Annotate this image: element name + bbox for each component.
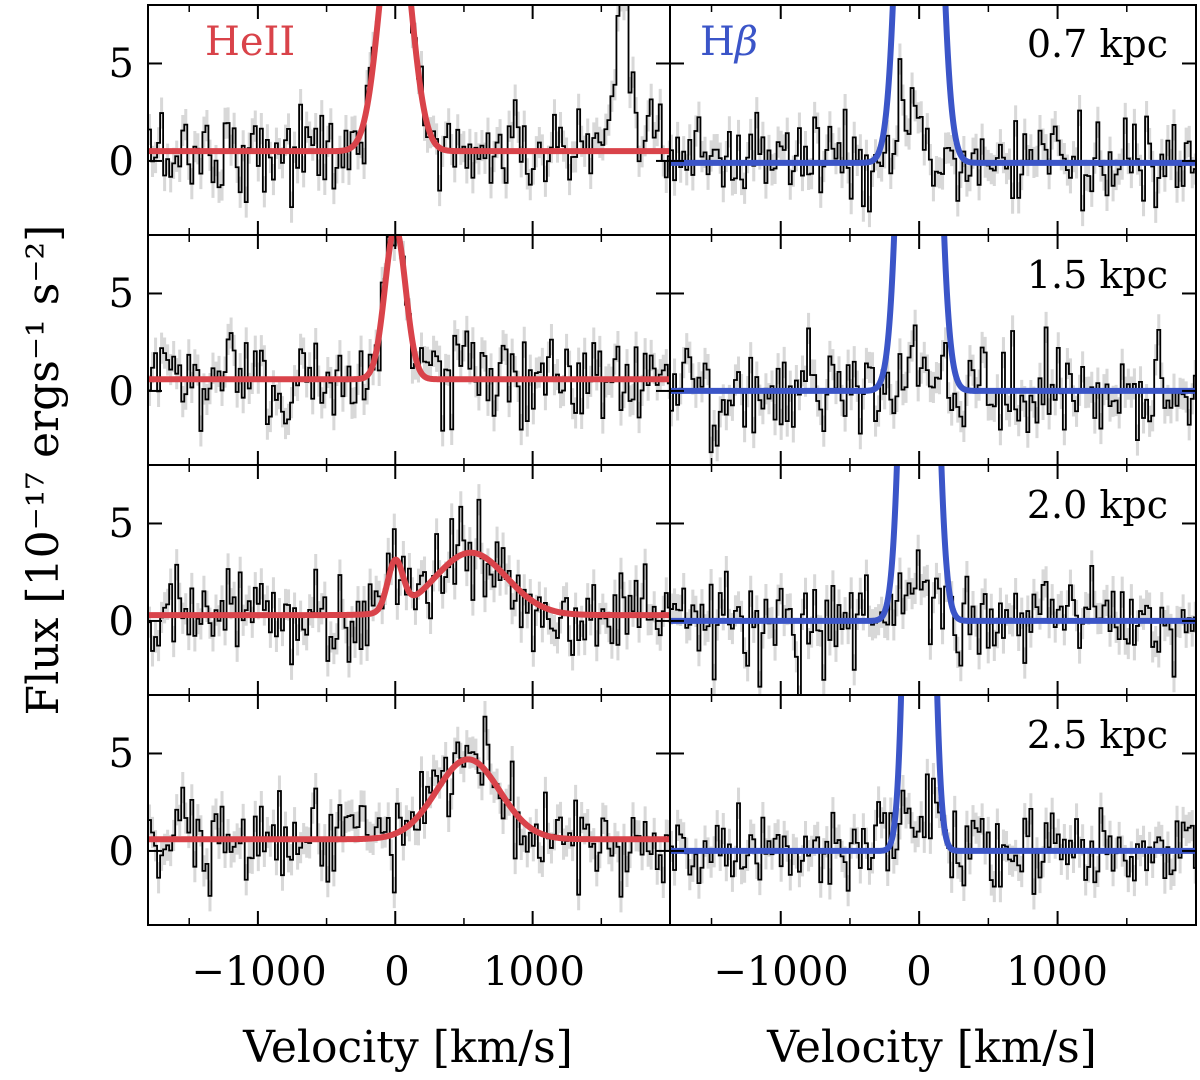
label-hbeta-main: H	[700, 19, 735, 65]
fit-curve-hbeta-row0	[670, 5, 1196, 166]
fit-curve-heii-row1	[148, 235, 670, 383]
panel-heii-row2	[148, 484, 670, 680]
panel-heii-row1	[148, 235, 670, 447]
error-band-hbeta-row3	[670, 758, 1196, 910]
xtick-label-left-m1000: −1000	[191, 949, 326, 995]
panel-frame-heii-row3	[147, 694, 671, 926]
panel-heii-row3	[148, 701, 670, 913]
frames-group	[147, 4, 1197, 926]
x-axis-title-right: Velocity [km/s]	[766, 1022, 1097, 1073]
data-histogram-heii-row0	[148, 5, 670, 209]
ytick-label-r3-5: 5	[109, 731, 134, 777]
ytick-label-r3-0: 0	[109, 829, 134, 875]
label-hbeta: Hβ	[700, 19, 758, 65]
ytick-label-r1-5: 5	[109, 271, 134, 317]
fit-curve-hbeta-row1	[670, 235, 1196, 394]
y-axis-title: Flux [10⁻¹⁷ ergs⁻¹ s⁻²]	[18, 225, 69, 716]
label-hbeta-greek: β	[733, 19, 758, 65]
ytick-label-r2-0: 0	[109, 599, 134, 645]
error-band-hbeta-row0	[670, 43, 1196, 228]
data-histogram-heii-row2	[148, 498, 670, 666]
ytick-label-r1-0: 0	[109, 369, 134, 415]
ticks-group	[148, 5, 1196, 925]
error-band-heii-row2	[148, 484, 670, 680]
labels-group: 5 0 5 0 5 0 5 0 −1000 0 1000 −1000 0 100…	[18, 19, 1168, 1073]
distance-label-row3: 2.5 kpc	[1027, 713, 1168, 757]
distance-label-row2: 2.0 kpc	[1027, 483, 1168, 527]
distance-label-row0: 0.7 kpc	[1027, 22, 1168, 66]
label-heii: HeII	[205, 19, 295, 65]
panel-hbeta-row2	[670, 465, 1196, 695]
xtick-label-right-1000: 1000	[1006, 949, 1108, 995]
data-histogram-heii-row3	[148, 715, 670, 898]
data-histogram-hbeta-row0	[670, 58, 1196, 213]
ytick-label-r0-5: 5	[109, 41, 134, 87]
fit-curve-heii-row2	[148, 549, 670, 619]
xtick-label-left-1000: 1000	[483, 949, 585, 995]
fit-curve-heii-row0	[148, 5, 670, 155]
fit-curve-hbeta-row2	[670, 465, 1196, 624]
xtick-label-right-m1000: −1000	[713, 949, 848, 995]
xtick-label-left-0: 0	[384, 949, 409, 995]
x-axis-title-left: Velocity [km/s]	[242, 1022, 573, 1073]
data-histogram-hbeta-row3	[670, 773, 1196, 895]
distance-label-row1: 1.5 kpc	[1027, 253, 1168, 297]
panel-hbeta-row1	[670, 235, 1196, 465]
panel-frame-hbeta-row3	[669, 694, 1197, 926]
panel-hbeta-row0	[670, 5, 1196, 228]
data-histogram-hbeta-row2	[670, 549, 1196, 695]
panels-group	[148, 5, 1196, 913]
fit-curve-heii-row3	[148, 756, 670, 843]
fit-curve-hbeta-row3	[670, 695, 1196, 854]
panel-hbeta-row3	[670, 695, 1196, 910]
error-band-heii-row3	[148, 701, 670, 913]
xtick-label-right-0: 0	[906, 949, 931, 995]
ytick-label-r0-0: 0	[109, 139, 134, 185]
panel-heii-row0	[148, 5, 670, 223]
error-band-heii-row0	[148, 5, 670, 223]
ytick-label-r2-5: 5	[109, 501, 134, 547]
